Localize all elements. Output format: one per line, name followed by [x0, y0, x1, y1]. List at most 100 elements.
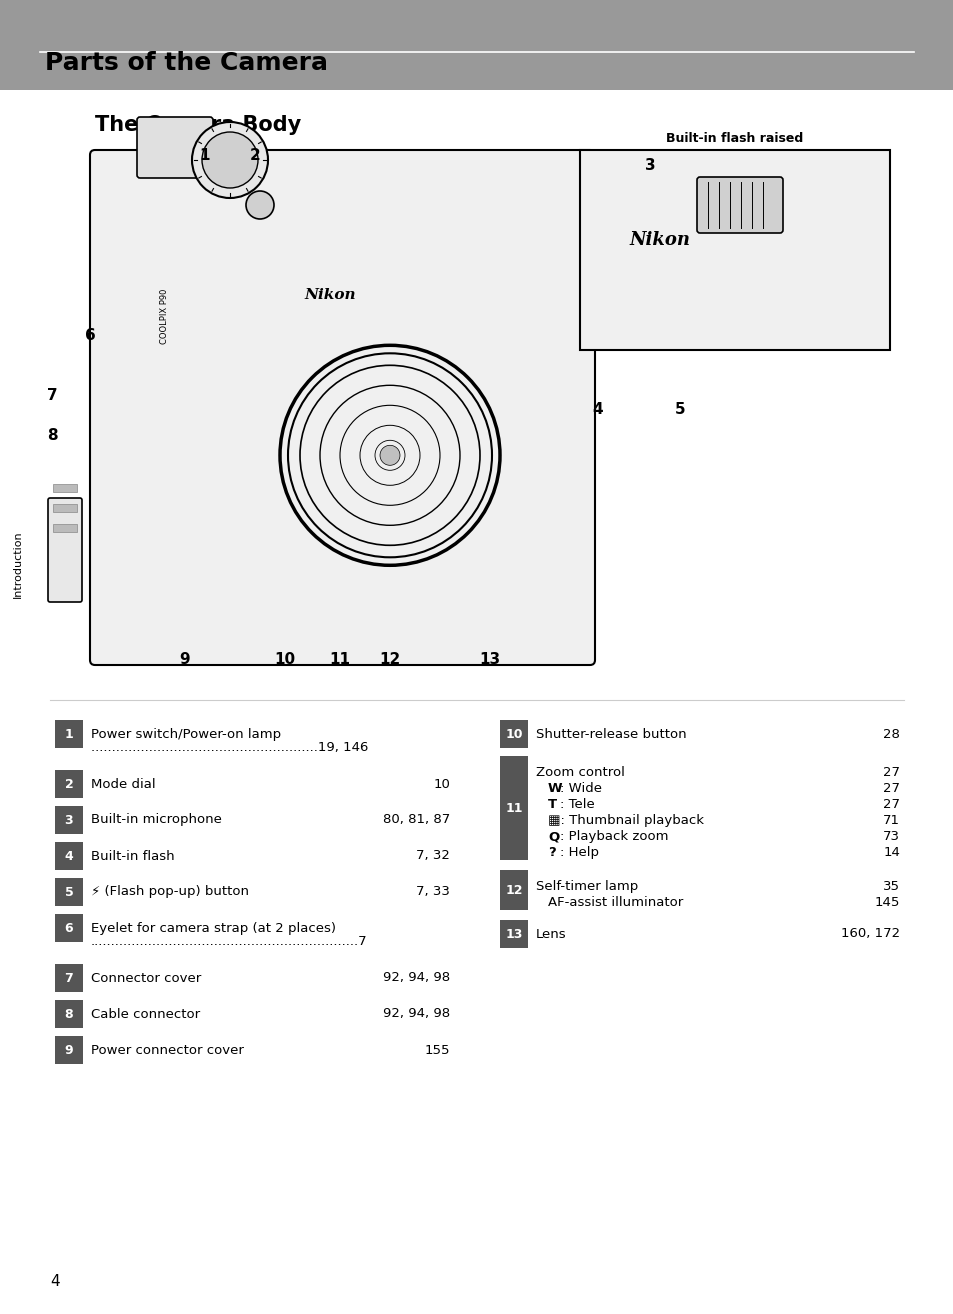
- Text: 160, 172: 160, 172: [840, 928, 899, 941]
- Text: : Playback zoom: : Playback zoom: [559, 830, 668, 844]
- Bar: [0, 0, 953, 89]
- Text: Built-in microphone: Built-in microphone: [91, 813, 222, 827]
- Text: W: W: [547, 782, 562, 795]
- Circle shape: [202, 131, 257, 188]
- Bar: [53, 524, 77, 532]
- Bar: [499, 870, 527, 911]
- Text: Self-timer lamp: Self-timer lamp: [536, 880, 638, 894]
- Text: Built-in flash raised: Built-in flash raised: [666, 131, 802, 145]
- Text: 27: 27: [882, 782, 899, 795]
- Text: COOLPIX P90: COOLPIX P90: [160, 289, 170, 344]
- Text: 12: 12: [379, 653, 400, 668]
- Bar: [55, 720, 83, 748]
- Text: 5: 5: [674, 402, 684, 418]
- Text: 80, 81, 87: 80, 81, 87: [382, 813, 450, 827]
- Text: Zoom control: Zoom control: [536, 766, 624, 779]
- Text: 4: 4: [65, 849, 73, 862]
- Text: ?: ?: [547, 846, 556, 859]
- Text: 10: 10: [505, 728, 522, 741]
- Bar: [499, 920, 527, 947]
- Bar: [55, 1035, 83, 1064]
- Text: ▦: Thumbnail playback: ▦: Thumbnail playback: [547, 813, 703, 827]
- Text: Introduction: Introduction: [13, 530, 23, 598]
- Text: 92, 94, 98: 92, 94, 98: [382, 971, 450, 984]
- Text: 11: 11: [329, 653, 350, 668]
- Text: Connector cover: Connector cover: [91, 971, 201, 984]
- Text: 92, 94, 98: 92, 94, 98: [382, 1008, 450, 1021]
- Bar: [55, 842, 83, 870]
- Text: 4: 4: [50, 1275, 59, 1289]
- Text: T: T: [547, 798, 557, 811]
- Text: .......................................................19, 146: ........................................…: [91, 741, 368, 754]
- Text: Eyelet for camera strap (at 2 places): Eyelet for camera strap (at 2 places): [91, 922, 335, 936]
- Bar: [55, 770, 83, 798]
- FancyBboxPatch shape: [697, 177, 782, 233]
- Text: : Help: : Help: [559, 846, 598, 859]
- Text: 13: 13: [479, 653, 500, 668]
- Text: Power connector cover: Power connector cover: [91, 1043, 244, 1056]
- Text: 35: 35: [882, 880, 899, 894]
- Text: ⚡ (Flash pop-up) button: ⚡ (Flash pop-up) button: [91, 886, 249, 899]
- Text: 145: 145: [874, 896, 899, 909]
- Text: 73: 73: [882, 830, 899, 844]
- Text: 6: 6: [65, 921, 73, 934]
- Text: 7: 7: [47, 388, 57, 402]
- FancyBboxPatch shape: [90, 150, 595, 665]
- Circle shape: [379, 445, 399, 465]
- Text: 155: 155: [424, 1043, 450, 1056]
- Bar: [55, 878, 83, 905]
- Text: 8: 8: [65, 1008, 73, 1021]
- Text: 8: 8: [47, 427, 57, 443]
- Text: Mode dial: Mode dial: [91, 778, 155, 791]
- Text: 27: 27: [882, 798, 899, 811]
- Text: 4: 4: [592, 402, 602, 418]
- Text: Lens: Lens: [536, 928, 566, 941]
- Text: 13: 13: [505, 928, 522, 941]
- Text: Nikon: Nikon: [629, 231, 690, 248]
- FancyBboxPatch shape: [137, 117, 213, 177]
- Bar: [53, 484, 77, 491]
- Bar: [53, 505, 77, 512]
- Text: 14: 14: [882, 846, 899, 859]
- Text: 28: 28: [882, 728, 899, 741]
- Bar: [55, 805, 83, 834]
- Text: : Wide: : Wide: [559, 782, 601, 795]
- Text: 3: 3: [65, 813, 73, 827]
- Circle shape: [192, 122, 268, 198]
- Bar: [579, 150, 889, 350]
- Text: 11: 11: [505, 802, 522, 815]
- Bar: [499, 720, 527, 748]
- Text: Built-in flash: Built-in flash: [91, 849, 174, 862]
- Text: 9: 9: [179, 653, 190, 668]
- Text: 10: 10: [274, 653, 295, 668]
- Text: 3: 3: [644, 158, 655, 172]
- Text: 7, 32: 7, 32: [416, 849, 450, 862]
- Text: .................................................................7: ........................................…: [91, 936, 367, 947]
- Text: 27: 27: [882, 766, 899, 779]
- Text: Nikon: Nikon: [304, 288, 355, 302]
- Text: 1: 1: [199, 147, 210, 163]
- Text: The Camera Body: The Camera Body: [95, 116, 301, 135]
- Text: AF-assist illuminator: AF-assist illuminator: [547, 896, 682, 909]
- Text: Parts of the Camera: Parts of the Camera: [45, 51, 328, 75]
- Text: : Tele: : Tele: [559, 798, 594, 811]
- Text: 9: 9: [65, 1043, 73, 1056]
- Text: 2: 2: [250, 147, 260, 163]
- Text: Shutter-release button: Shutter-release button: [536, 728, 686, 741]
- Text: Q: Q: [547, 830, 558, 844]
- Circle shape: [246, 191, 274, 219]
- Text: Cable connector: Cable connector: [91, 1008, 200, 1021]
- Text: 71: 71: [882, 813, 899, 827]
- Text: 7: 7: [65, 971, 73, 984]
- Text: 12: 12: [505, 883, 522, 896]
- Bar: [55, 964, 83, 992]
- Text: Power switch/Power-on lamp: Power switch/Power-on lamp: [91, 728, 281, 741]
- Bar: [55, 1000, 83, 1028]
- Text: 6: 6: [85, 327, 95, 343]
- FancyBboxPatch shape: [48, 498, 82, 602]
- Text: 1: 1: [65, 728, 73, 741]
- Bar: [499, 756, 527, 859]
- Text: 10: 10: [433, 778, 450, 791]
- Text: 5: 5: [65, 886, 73, 899]
- Text: 2: 2: [65, 778, 73, 791]
